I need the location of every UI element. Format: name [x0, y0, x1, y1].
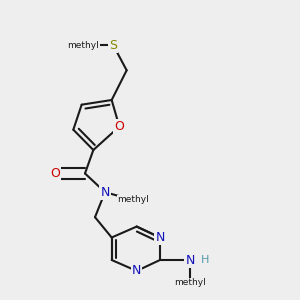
Text: H: H	[201, 255, 209, 265]
Text: methyl: methyl	[174, 278, 206, 287]
Text: O: O	[50, 167, 60, 180]
Text: S: S	[109, 39, 117, 52]
Text: O: O	[114, 120, 124, 133]
Text: N: N	[132, 264, 141, 278]
Text: N: N	[155, 231, 165, 244]
Text: N: N	[185, 254, 195, 266]
Text: methyl: methyl	[68, 41, 99, 50]
Text: N: N	[100, 186, 110, 199]
Text: methyl: methyl	[118, 196, 149, 205]
